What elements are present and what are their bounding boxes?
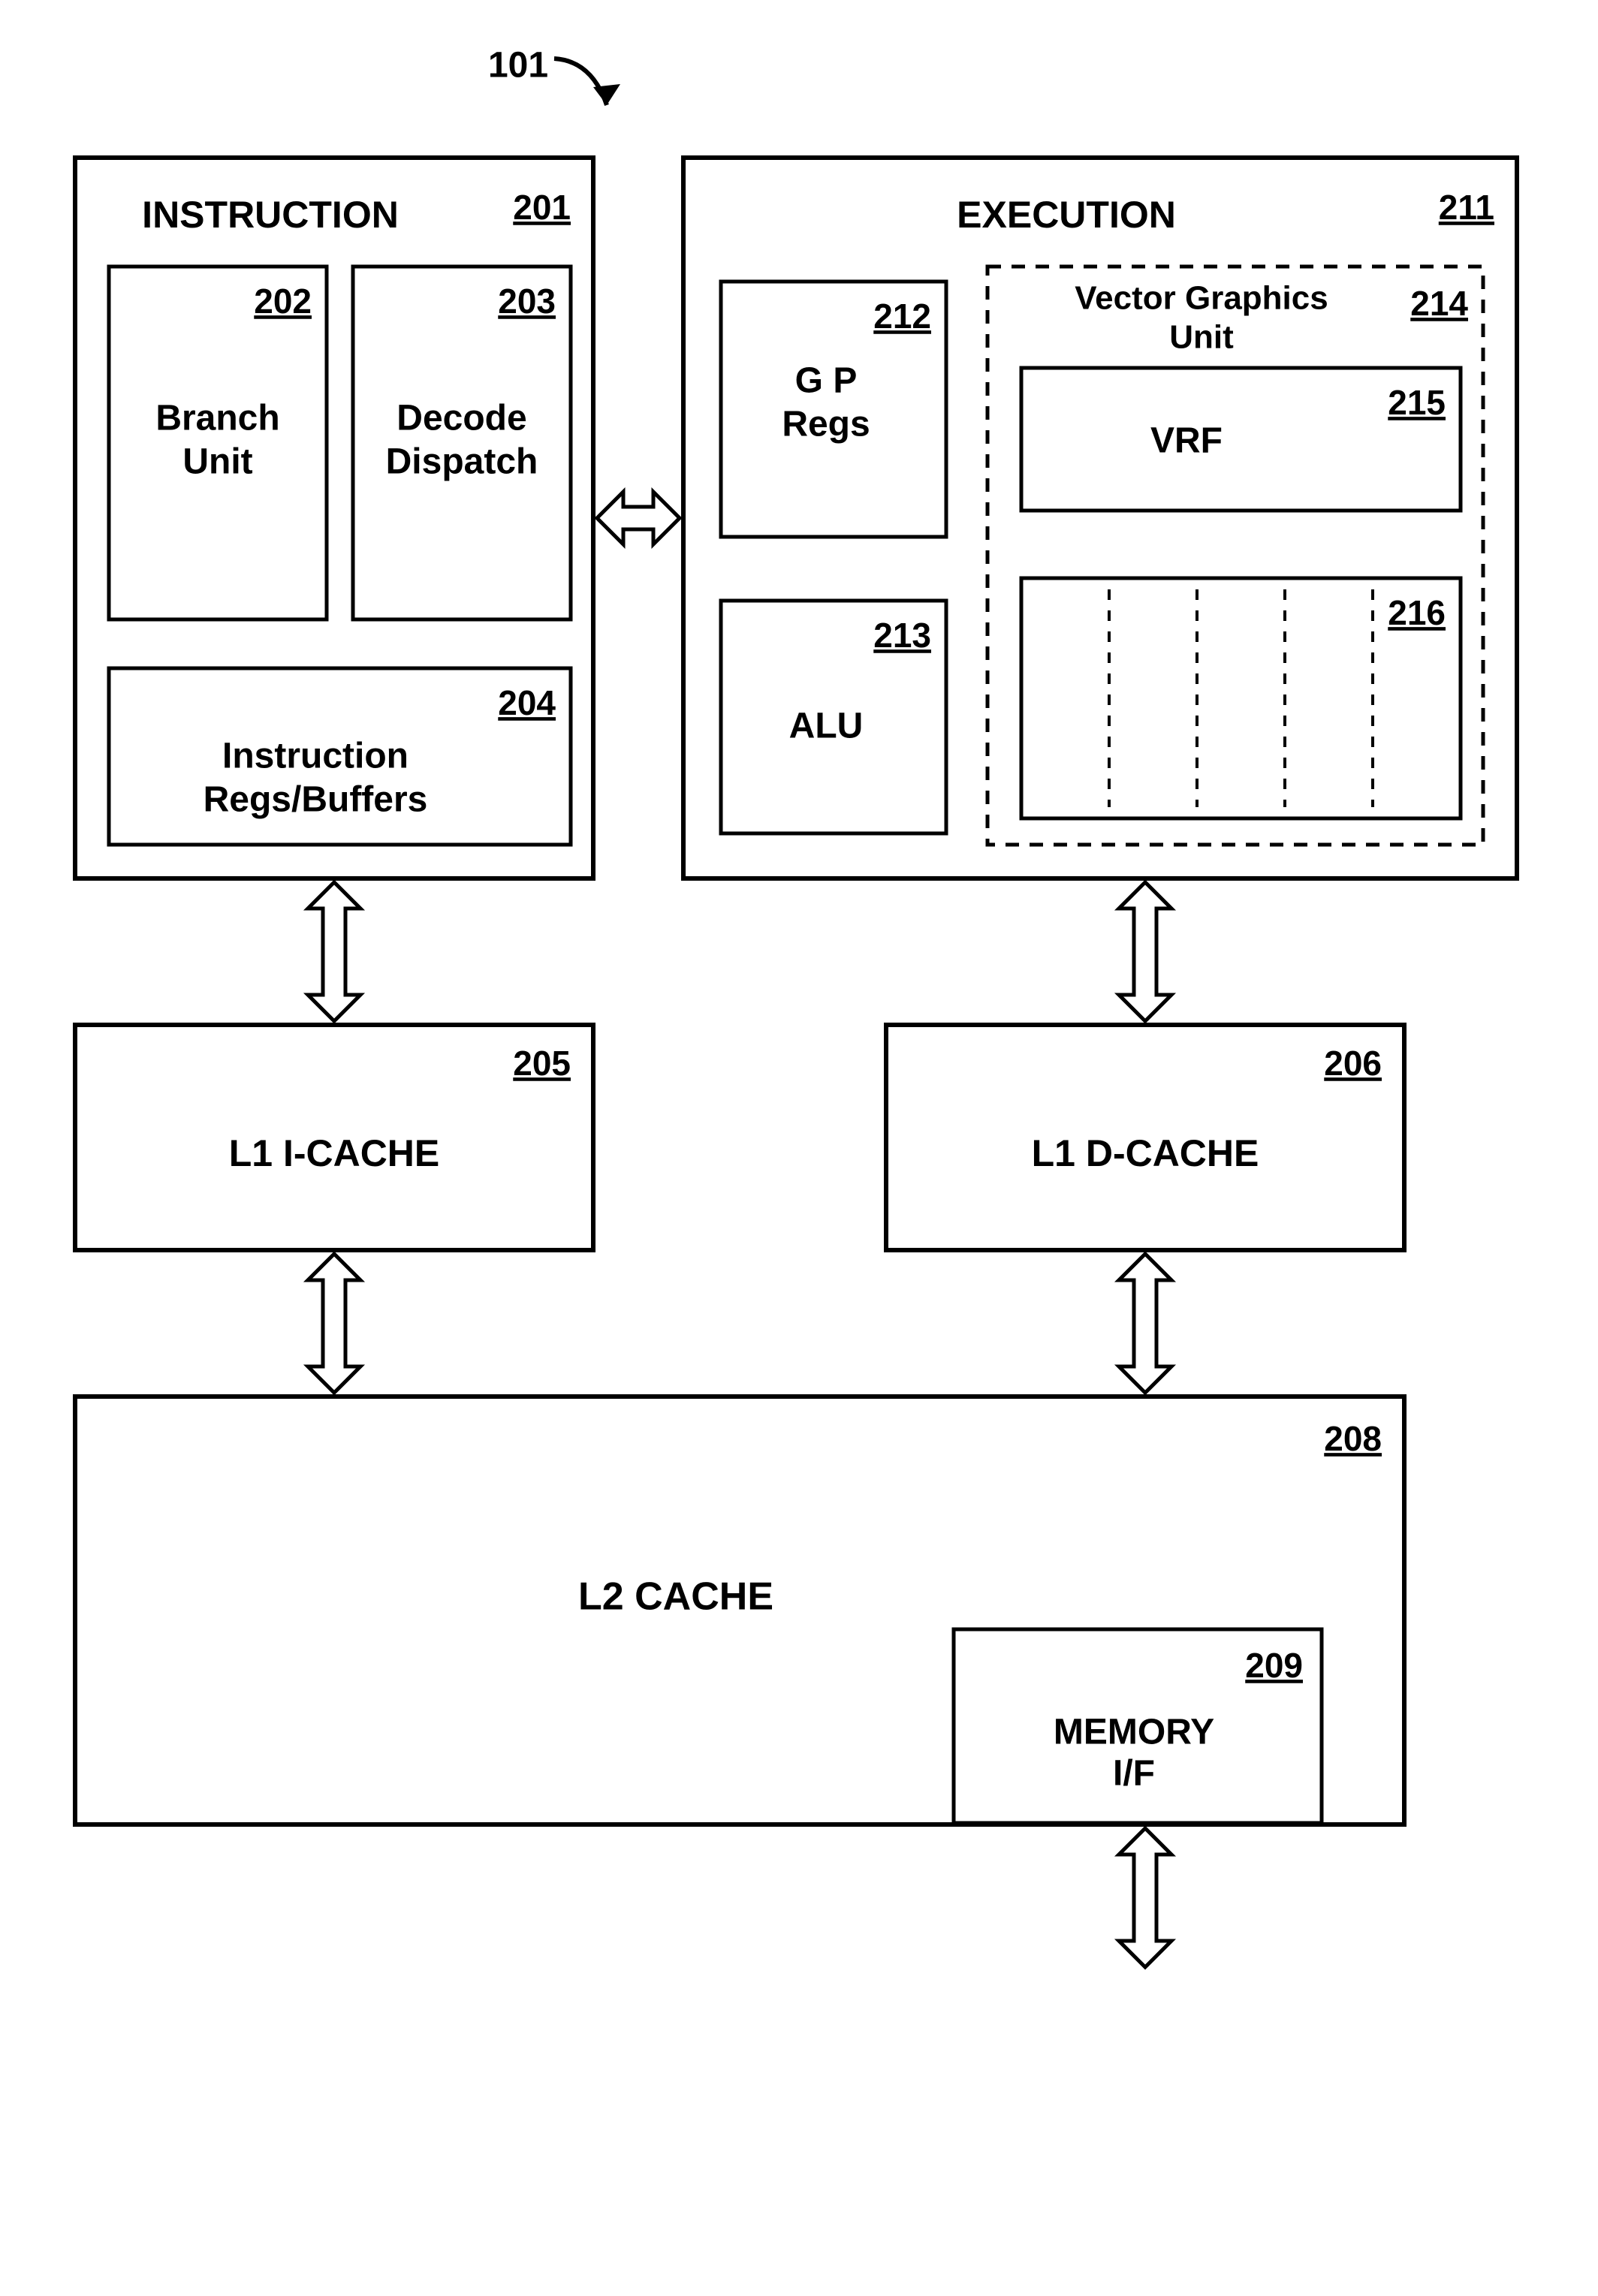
dcache-ref: 206 <box>1324 1044 1382 1083</box>
dcache-l2-arrow <box>1119 1254 1171 1393</box>
vrf-block: 215 VRF <box>1021 368 1461 511</box>
icache-l2-arrow <box>308 1254 360 1393</box>
iregs-label2: Regs/Buffers <box>204 780 428 820</box>
decode-label1: Decode <box>396 399 526 438</box>
alu-label: ALU <box>789 707 864 746</box>
gpregs-label1: G P <box>795 361 858 401</box>
decode-dispatch-block: 203 Decode Dispatch <box>353 267 571 619</box>
iregs-ref: 204 <box>498 683 556 722</box>
vgu-title2: Unit <box>1169 319 1234 356</box>
top-arrow-arc <box>554 59 607 105</box>
gp-regs-block: 212 G P Regs <box>721 282 946 537</box>
icache-ref: 205 <box>513 1044 571 1083</box>
memif-down-arrow <box>1119 1828 1171 1967</box>
top-arrow-head <box>593 84 620 105</box>
l2-ref: 208 <box>1324 1419 1382 1458</box>
l1-dcache-block: 206 L1 D-CACHE <box>886 1025 1404 1250</box>
decode-label2: Dispatch <box>386 442 538 482</box>
icache-label: L1 I-CACHE <box>229 1132 440 1174</box>
memif-label1: MEMORY <box>1054 1713 1214 1752</box>
vrf-ref: 215 <box>1388 383 1446 422</box>
memory-if-block: 209 MEMORY I/F <box>954 1629 1322 1823</box>
iregs-label1: Instruction <box>222 737 409 776</box>
alu-ref: 213 <box>873 616 931 655</box>
decode-ref: 203 <box>498 282 556 321</box>
instruction-title: INSTRUCTION <box>142 194 399 236</box>
gpregs-label2: Regs <box>782 405 870 444</box>
instruction-ref: 201 <box>513 188 571 227</box>
vgu-title1: Vector Graphics <box>1075 280 1328 317</box>
execution-block: 211 EXECUTION 212 G P Regs 213 ALU 214 V… <box>683 158 1517 878</box>
l2-label: L2 CACHE <box>578 1575 773 1619</box>
memif-ref: 209 <box>1245 1646 1303 1685</box>
branch-label1: Branch <box>155 399 279 438</box>
l2-cache-block: 208 L2 CACHE 209 MEMORY I/F <box>75 1397 1404 1824</box>
lanes-ref: 216 <box>1388 593 1446 632</box>
alu-block: 213 ALU <box>721 601 946 833</box>
exec-dcache-arrow <box>1119 882 1171 1021</box>
instruction-block: 201 INSTRUCTION 202 Branch Unit 203 Deco… <box>75 158 593 878</box>
vector-lanes-block: 216 <box>1021 578 1461 818</box>
instruction-regs-block: 204 Instruction Regs/Buffers <box>109 668 571 845</box>
gpregs-ref: 212 <box>873 297 931 336</box>
vector-graphics-unit-block: 214 Vector Graphics Unit 215 VRF 216 <box>987 267 1483 845</box>
figure-ref-top: 101 <box>488 46 548 86</box>
branch-label2: Unit <box>182 442 252 482</box>
execution-title: EXECUTION <box>957 194 1176 236</box>
vgu-ref: 214 <box>1410 284 1468 323</box>
dcache-label: L1 D-CACHE <box>1032 1132 1259 1174</box>
instr-exec-arrow <box>597 492 680 544</box>
vrf-label: VRF <box>1150 421 1223 461</box>
diagram-canvas: 101 201 INSTRUCTION 202 Branch Unit 203 … <box>0 0 1598 2296</box>
l1-icache-block: 205 L1 I-CACHE <box>75 1025 593 1250</box>
memif-label2: I/F <box>1113 1754 1155 1794</box>
execution-ref: 211 <box>1439 188 1494 227</box>
branch-ref: 202 <box>254 282 312 321</box>
instr-icache-arrow <box>308 882 360 1021</box>
branch-unit-block: 202 Branch Unit <box>109 267 327 619</box>
